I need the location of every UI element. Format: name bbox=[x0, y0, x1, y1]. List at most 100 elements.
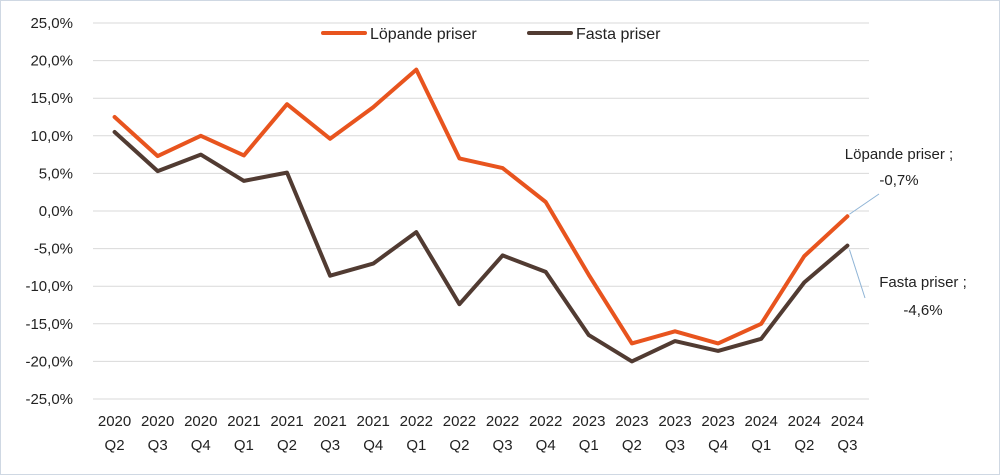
y-tick-label: -5,0% bbox=[34, 241, 73, 258]
x-tick-label-quarter: Q3 bbox=[148, 437, 168, 454]
x-tick-label-quarter: Q1 bbox=[234, 437, 254, 454]
x-tick-label-quarter: Q4 bbox=[363, 437, 383, 454]
x-axis: 2020 Q2 2020 Q3 2020 Q4 2021 Q1 2021 Q2 2021 Q3 2021… bbox=[98, 413, 864, 454]
annotation-leader-1 bbox=[849, 193, 880, 215]
data-point bbox=[242, 153, 246, 157]
x-tick-label-quarter: Q4 bbox=[191, 437, 211, 454]
annotation-label-2: Fasta priser ; bbox=[879, 274, 967, 291]
x-tick-label-quarter: Q3 bbox=[320, 437, 340, 454]
series-lines bbox=[112, 67, 850, 364]
data-point bbox=[242, 179, 246, 183]
data-point bbox=[673, 339, 677, 343]
x-tick-label-year: 2021 bbox=[357, 413, 390, 430]
y-tick-label: 0,0% bbox=[39, 203, 73, 220]
data-point bbox=[199, 134, 203, 138]
data-point bbox=[759, 337, 763, 341]
data-point bbox=[587, 273, 591, 277]
x-tick-label-quarter: Q2 bbox=[794, 437, 814, 454]
x-tick-label-quarter: Q1 bbox=[406, 437, 426, 454]
legend-label-2: Fasta priser bbox=[576, 26, 661, 43]
x-tick-label-year: 2023 bbox=[615, 413, 648, 430]
data-point bbox=[113, 130, 117, 134]
y-tick-label: 20,0% bbox=[30, 53, 73, 70]
data-point bbox=[845, 214, 849, 218]
y-tick-label: -10,0% bbox=[25, 278, 73, 295]
annotation-value-2: -4,6% bbox=[903, 302, 942, 319]
x-tick-label-quarter: Q3 bbox=[493, 437, 513, 454]
data-point bbox=[759, 322, 763, 326]
x-tick-label-quarter: Q2 bbox=[105, 437, 125, 454]
data-point bbox=[457, 156, 461, 160]
x-tick-label-year: 2020 bbox=[98, 413, 131, 430]
data-point bbox=[285, 102, 289, 106]
y-tick-label: -20,0% bbox=[25, 353, 73, 370]
y-tick-label: 25,0% bbox=[30, 15, 73, 32]
x-tick-label-quarter: Q4 bbox=[708, 437, 728, 454]
y-tick-label: -25,0% bbox=[25, 391, 73, 408]
data-point bbox=[544, 270, 548, 274]
data-point bbox=[457, 302, 461, 306]
series-line-2 bbox=[112, 130, 850, 364]
x-tick-label-quarter: Q2 bbox=[622, 437, 642, 454]
data-point bbox=[414, 230, 418, 234]
x-tick-label-year: 2021 bbox=[313, 413, 346, 430]
y-tick-label: 5,0% bbox=[39, 165, 73, 182]
legend-label-1: Löpande priser bbox=[370, 26, 477, 43]
data-point bbox=[501, 253, 505, 257]
x-tick-label-year: 2020 bbox=[184, 413, 217, 430]
y-axis: 25,0% 20,0% 15,0% 10,0% 5,0% 0,0% -5,0% -10,0% -… bbox=[25, 15, 73, 408]
x-tick-label-year: 2024 bbox=[745, 413, 778, 430]
annotation-value-1: -0,7% bbox=[879, 172, 918, 189]
data-point bbox=[285, 171, 289, 175]
x-tick-label-year: 2022 bbox=[400, 413, 433, 430]
data-point bbox=[802, 280, 806, 284]
data-point bbox=[199, 153, 203, 157]
annotations: Löpande priser ; -0,7% Fasta priser ; -4,6% bbox=[845, 146, 967, 319]
x-tick-label-year: 2021 bbox=[270, 413, 303, 430]
x-tick-label-year: 2022 bbox=[443, 413, 476, 430]
data-point bbox=[371, 262, 375, 266]
data-point bbox=[501, 166, 505, 170]
data-point bbox=[802, 254, 806, 258]
x-tick-label-quarter: Q3 bbox=[837, 437, 857, 454]
data-point bbox=[630, 359, 634, 363]
data-point bbox=[845, 244, 849, 248]
x-tick-label-year: 2024 bbox=[788, 413, 821, 430]
data-point bbox=[544, 200, 548, 204]
y-tick-label: -15,0% bbox=[25, 316, 73, 333]
series-line-1 bbox=[112, 67, 850, 346]
data-point bbox=[156, 169, 160, 173]
x-tick-label-year: 2020 bbox=[141, 413, 174, 430]
data-point bbox=[716, 341, 720, 345]
legend: Löpande priser Fasta priser bbox=[321, 26, 661, 43]
x-tick-label-quarter: Q2 bbox=[449, 437, 469, 454]
gridlines bbox=[93, 22, 869, 400]
annotation-label-1: Löpande priser ; bbox=[845, 146, 953, 163]
x-tick-label-year: 2023 bbox=[572, 413, 605, 430]
data-point bbox=[716, 349, 720, 353]
y-tick-label: 15,0% bbox=[30, 90, 73, 107]
x-tick-label-quarter: Q4 bbox=[536, 437, 556, 454]
x-tick-label-quarter: Q1 bbox=[579, 437, 599, 454]
y-tick-label: 10,0% bbox=[30, 128, 73, 145]
data-point bbox=[113, 115, 117, 119]
data-point bbox=[328, 137, 332, 141]
x-tick-label-quarter: Q3 bbox=[665, 437, 685, 454]
x-tick-label-year: 2021 bbox=[227, 413, 260, 430]
x-tick-label-quarter: Q1 bbox=[751, 437, 771, 454]
x-tick-label-year: 2022 bbox=[529, 413, 562, 430]
x-tick-label-year: 2023 bbox=[658, 413, 691, 430]
data-point bbox=[156, 154, 160, 158]
annotation-leader-2 bbox=[848, 249, 866, 299]
x-tick-label-quarter: Q2 bbox=[277, 437, 297, 454]
data-point bbox=[587, 333, 591, 337]
data-point bbox=[630, 341, 634, 345]
data-point bbox=[673, 329, 677, 333]
data-point bbox=[414, 68, 418, 72]
x-tick-label-year: 2022 bbox=[486, 413, 519, 430]
x-tick-label-year: 2023 bbox=[701, 413, 734, 430]
data-point bbox=[371, 105, 375, 109]
x-tick-label-year: 2024 bbox=[831, 413, 864, 430]
